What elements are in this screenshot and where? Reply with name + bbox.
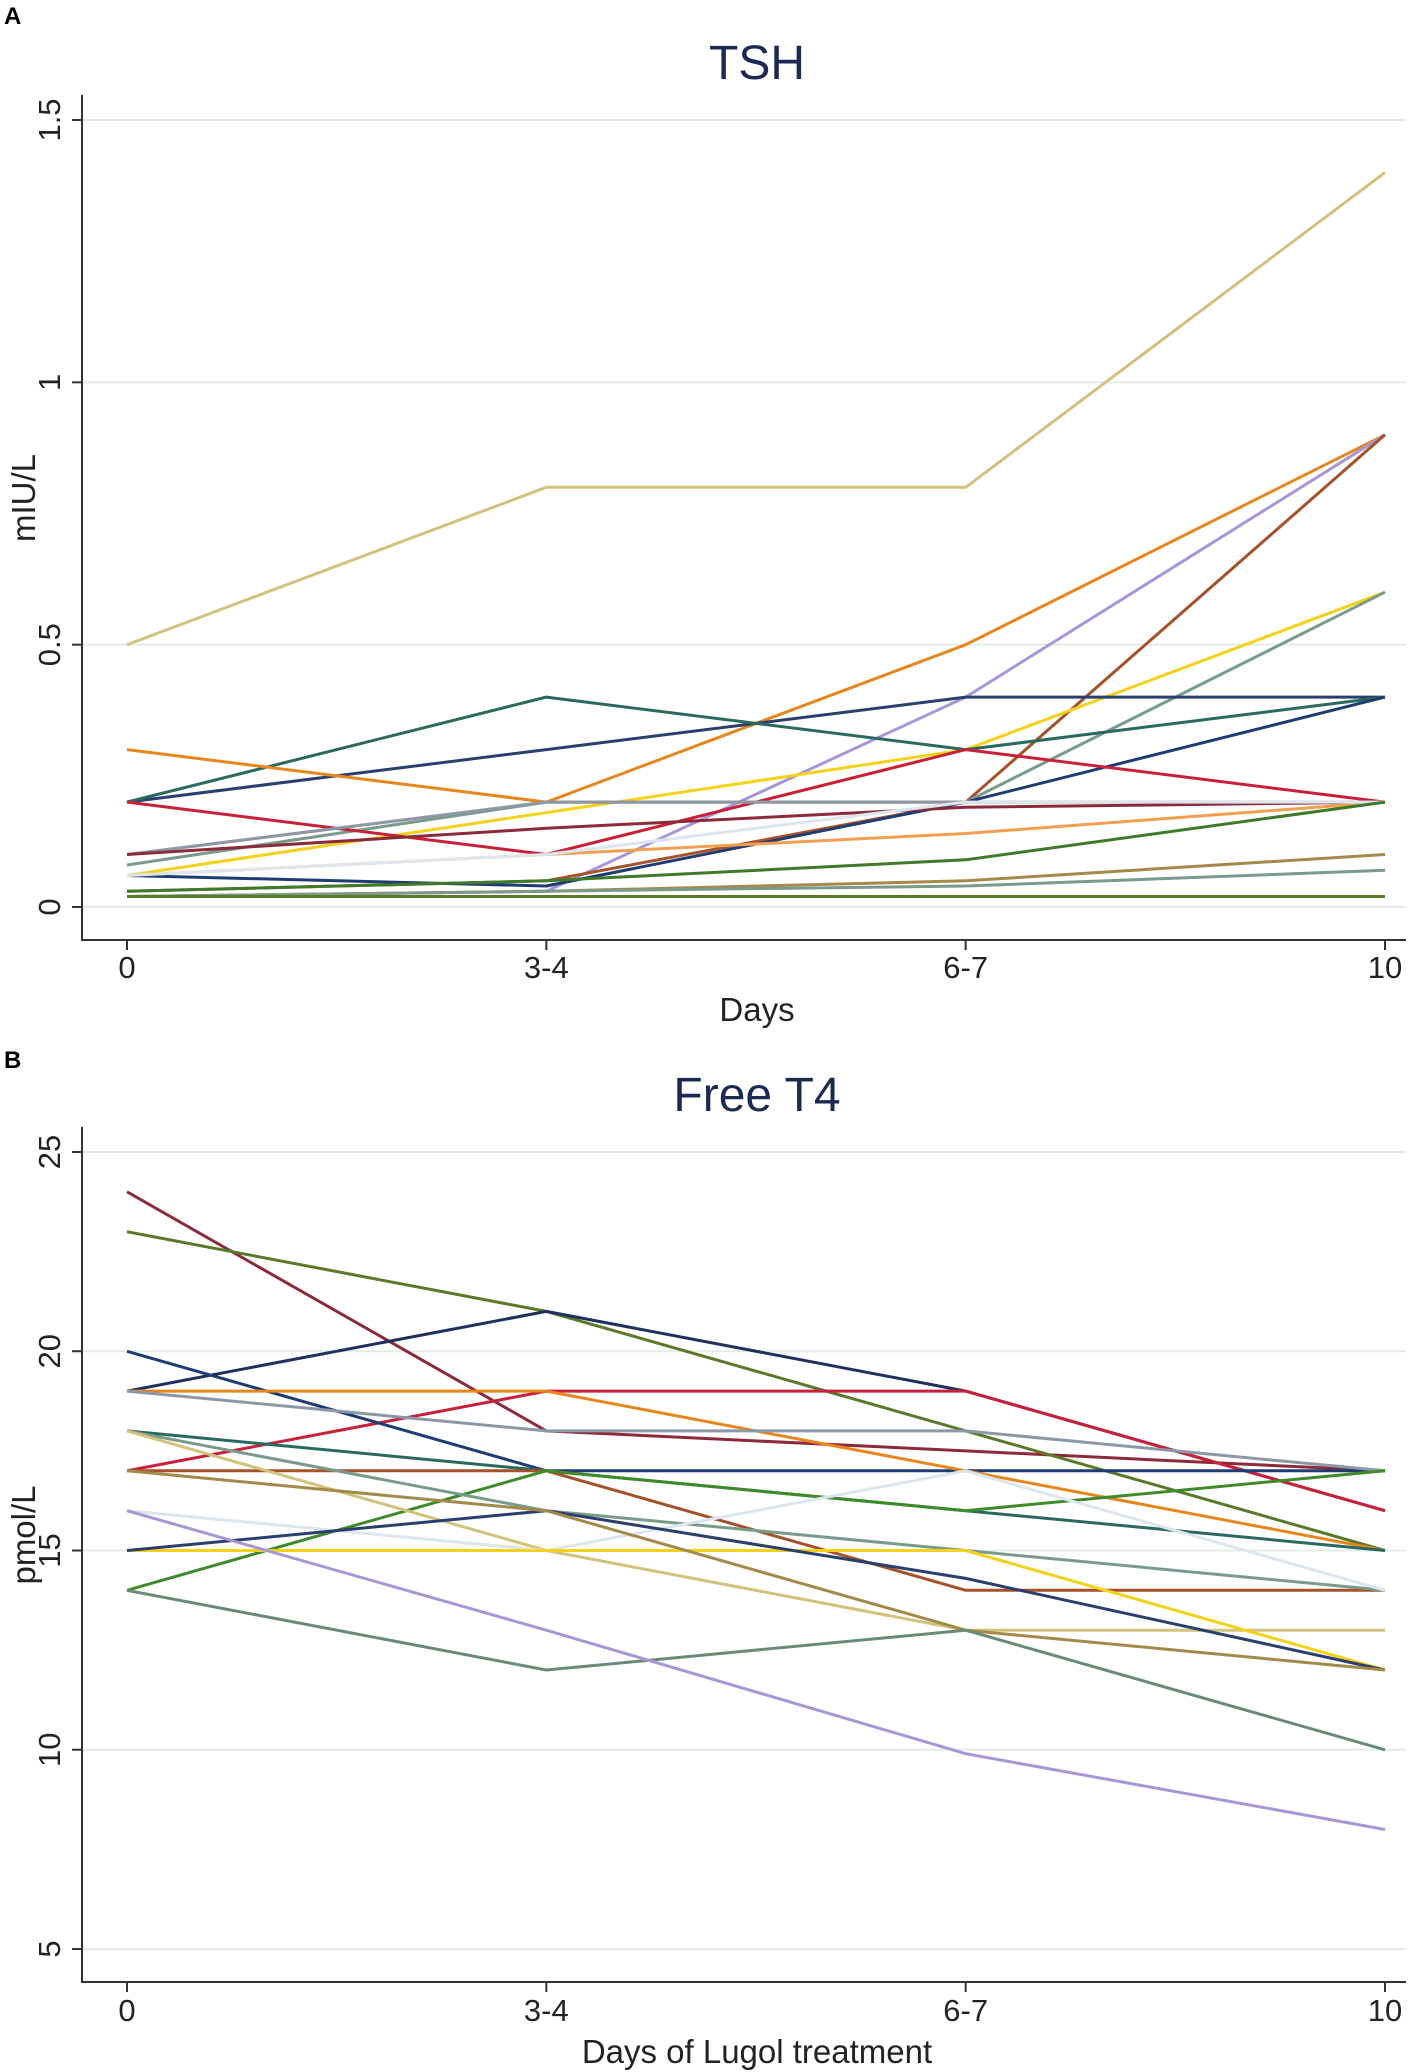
series-line-11	[126, 1429, 1386, 1592]
chart-title: TSH	[709, 37, 805, 90]
series-line-16	[126, 1469, 1386, 1672]
series-line-14	[126, 800, 1386, 877]
series-line-18	[126, 868, 1386, 898]
x-tick-label: 3-4	[524, 1993, 569, 2028]
y-tick-label: 0.5	[32, 623, 67, 666]
series-line-17	[126, 1588, 1386, 1752]
series-line-17	[126, 853, 1386, 898]
y-tick-label: 1	[32, 374, 67, 391]
series-line-18	[126, 1509, 1386, 1831]
free-t4-panel: B Free T4 5 10 15 20 25 0 3-4 6-7 10 Days of Lug…	[4, 1047, 1406, 2070]
y-tick-label: 5	[32, 1940, 67, 1957]
y-tick-label: 1.5	[32, 98, 67, 141]
x-tick-label: 10	[1368, 1993, 1402, 2028]
series-line-8	[126, 695, 1386, 804]
series-line-13	[126, 800, 1386, 856]
axis-frame	[81, 95, 1406, 941]
y-tick-label: 20	[32, 1334, 67, 1368]
x-tick-label: 6-7	[943, 1993, 988, 2028]
panel-letter: A	[4, 3, 21, 30]
x-tick-label: 0	[118, 950, 135, 985]
series-line-16	[126, 800, 1386, 893]
x-tick-label: 10	[1368, 950, 1402, 985]
series-line-6	[126, 590, 1386, 867]
series-line-15	[126, 800, 1385, 877]
x-tick-label: 6-7	[943, 950, 988, 985]
y-tick-label: 25	[32, 1135, 67, 1169]
y-tick-label: 15	[32, 1533, 67, 1567]
series-line-7	[126, 1389, 1386, 1473]
chart-title: Free T4	[673, 1069, 840, 1122]
panel-letter: B	[4, 1047, 21, 1074]
x-axis-label: Days	[719, 991, 794, 1028]
series-line-15	[126, 1509, 1386, 1672]
series-line-3	[126, 1309, 1386, 1513]
y-axis-label: pmol/L	[5, 1485, 42, 1584]
x-tick-label: 3-4	[524, 950, 569, 985]
y-tick-label: 10	[32, 1733, 67, 1767]
y-axis-label: mIU/L	[5, 454, 42, 542]
x-axis-label: Days of Lugol treatment	[582, 2033, 932, 2070]
y-tick-label: 0	[32, 898, 67, 915]
tsh-panel: A TSH 0 0.5 1 1.5 0 3-4 6-7 10 Days mIU/L	[4, 3, 1406, 1028]
series-line-1	[126, 1190, 1386, 1473]
series-line-9	[126, 695, 1386, 888]
series-line-7	[126, 695, 1385, 804]
series-line-14	[127, 1549, 1386, 1672]
series-line-5	[126, 590, 1386, 877]
series-line-1	[126, 171, 1386, 647]
x-tick-label: 0	[118, 1993, 135, 2028]
